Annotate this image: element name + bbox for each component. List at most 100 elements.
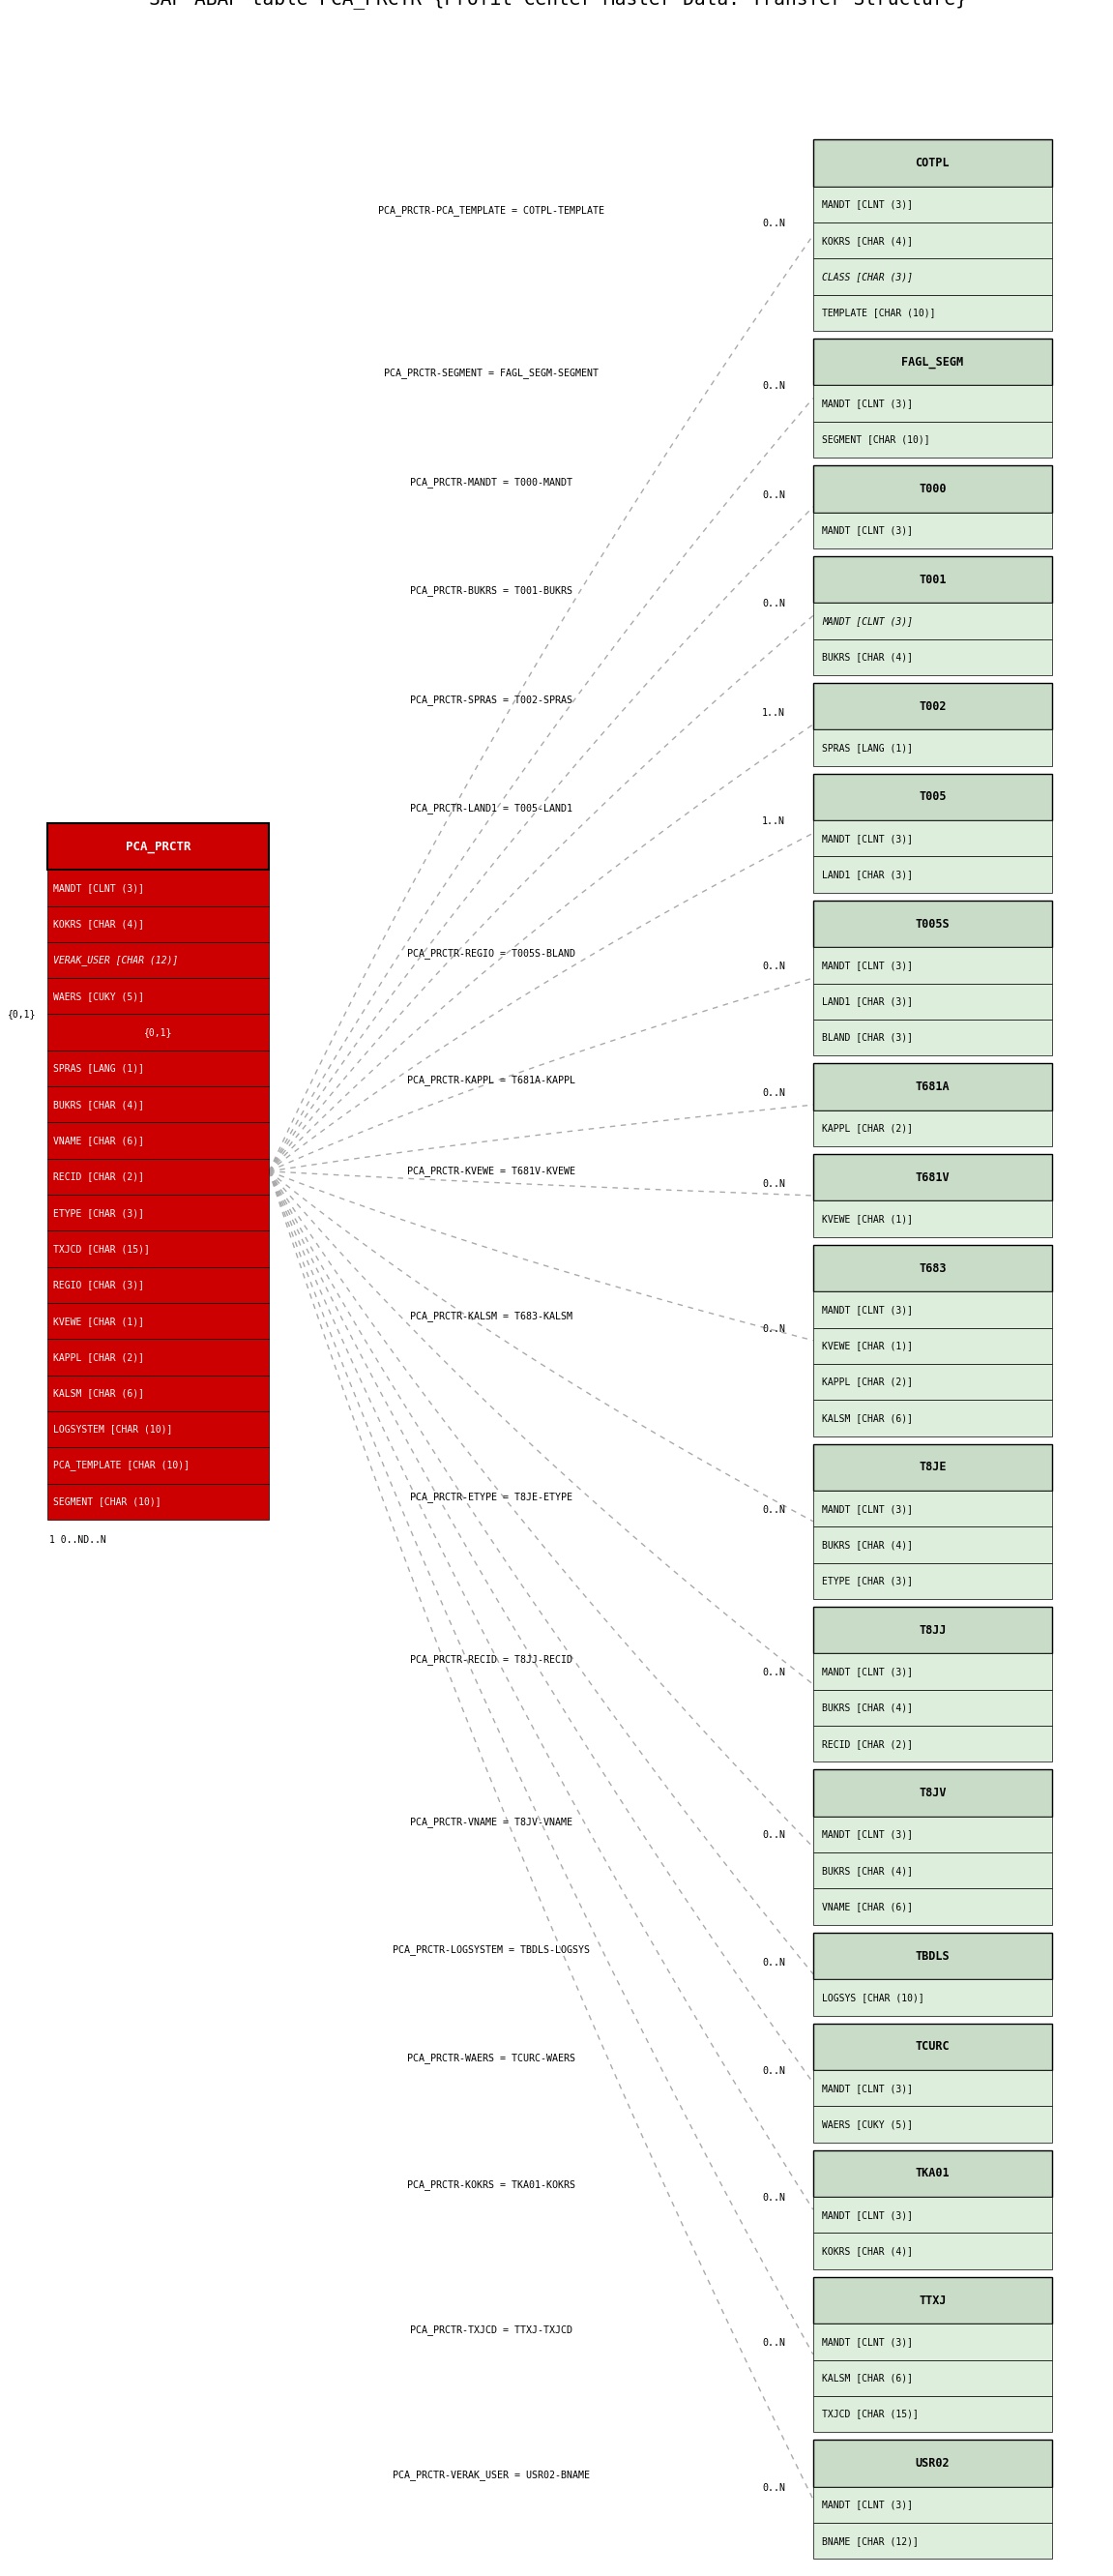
Text: SAP ABAP table PCA_PRCTR {Profit Center Master Data: Transfer Structure}: SAP ABAP table PCA_PRCTR {Profit Center … bbox=[149, 0, 967, 8]
Text: MANDT [CLNT (3)]: MANDT [CLNT (3)] bbox=[53, 884, 145, 894]
Bar bbox=[47, 943, 269, 979]
Text: 1..N: 1..N bbox=[762, 708, 786, 719]
Text: REGIO [CHAR (3)]: REGIO [CHAR (3)] bbox=[53, 1280, 145, 1291]
Text: MANDT [CLNT (3)]: MANDT [CLNT (3)] bbox=[823, 2084, 913, 2092]
Bar bbox=[47, 1412, 269, 1448]
Bar bbox=[814, 2107, 1052, 2143]
Text: SPRAS [LANG (1)]: SPRAS [LANG (1)] bbox=[823, 742, 913, 752]
Bar bbox=[47, 1340, 269, 1376]
Text: KAPPL [CHAR (2)]: KAPPL [CHAR (2)] bbox=[53, 1352, 145, 1363]
Text: SEGMENT [CHAR (10)]: SEGMENT [CHAR (10)] bbox=[53, 1497, 161, 1507]
Bar bbox=[814, 822, 1052, 858]
Text: PCA_PRCTR-MANDT = T000-MANDT: PCA_PRCTR-MANDT = T000-MANDT bbox=[410, 477, 572, 487]
Text: BUKRS [CHAR (4)]: BUKRS [CHAR (4)] bbox=[823, 1703, 913, 1713]
Text: SPRAS [LANG (1)]: SPRAS [LANG (1)] bbox=[53, 1064, 145, 1074]
Text: MANDT [CLNT (3)]: MANDT [CLNT (3)] bbox=[823, 2336, 913, 2347]
Text: WAERS [CUKY (5)]: WAERS [CUKY (5)] bbox=[823, 2120, 913, 2130]
Bar bbox=[814, 1154, 1052, 1200]
Bar bbox=[814, 1200, 1052, 1236]
Bar bbox=[47, 871, 269, 907]
Bar bbox=[814, 639, 1052, 675]
Text: PCA_PRCTR-KVEWE = T681V-KVEWE: PCA_PRCTR-KVEWE = T681V-KVEWE bbox=[407, 1164, 575, 1177]
Bar bbox=[814, 337, 1052, 386]
Text: PCA_PRCTR-KOKRS = TKA01-KOKRS: PCA_PRCTR-KOKRS = TKA01-KOKRS bbox=[407, 2179, 575, 2190]
Text: BUKRS [CHAR (4)]: BUKRS [CHAR (4)] bbox=[823, 652, 913, 662]
Text: TTXJ: TTXJ bbox=[918, 2295, 946, 2306]
Text: USR02: USR02 bbox=[915, 2458, 949, 2470]
Text: LOGSYSTEM [CHAR (10)]: LOGSYSTEM [CHAR (10)] bbox=[53, 1425, 173, 1435]
Bar bbox=[814, 2151, 1052, 2197]
Bar bbox=[814, 1244, 1052, 1291]
Text: T681A: T681A bbox=[915, 1079, 949, 1092]
Text: 1 0..ND..N: 1 0..ND..N bbox=[49, 1535, 106, 1546]
Bar bbox=[814, 422, 1052, 459]
Text: T000: T000 bbox=[918, 482, 946, 495]
Text: T8JV: T8JV bbox=[918, 1788, 946, 1801]
Text: KAPPL [CHAR (2)]: KAPPL [CHAR (2)] bbox=[823, 1378, 913, 1386]
Text: PCA_PRCTR-BUKRS = T001-BUKRS: PCA_PRCTR-BUKRS = T001-BUKRS bbox=[410, 585, 572, 595]
Text: SEGMENT [CHAR (10)]: SEGMENT [CHAR (10)] bbox=[823, 435, 930, 446]
Text: KAPPL [CHAR (2)]: KAPPL [CHAR (2)] bbox=[823, 1123, 913, 1133]
Text: 0..N: 0..N bbox=[762, 219, 786, 229]
Text: 0..N: 0..N bbox=[762, 1504, 786, 1515]
Bar bbox=[814, 948, 1052, 984]
Text: PCA_PRCTR-PCA_TEMPLATE = COTPL-TEMPLATE: PCA_PRCTR-PCA_TEMPLATE = COTPL-TEMPLATE bbox=[378, 206, 604, 216]
Text: 0..N: 0..N bbox=[762, 961, 786, 971]
Bar bbox=[814, 1654, 1052, 1690]
Text: TKA01: TKA01 bbox=[915, 2166, 949, 2179]
Bar bbox=[814, 1528, 1052, 1564]
Text: VNAME [CHAR (6)]: VNAME [CHAR (6)] bbox=[823, 1901, 913, 1911]
Bar bbox=[814, 2324, 1052, 2360]
Text: CLASS [CHAR (3)]: CLASS [CHAR (3)] bbox=[823, 273, 913, 281]
Text: 1..N: 1..N bbox=[762, 817, 786, 827]
Text: TEMPLATE [CHAR (10)]: TEMPLATE [CHAR (10)] bbox=[823, 309, 936, 317]
Bar bbox=[814, 2439, 1052, 2486]
Text: MANDT [CLNT (3)]: MANDT [CLNT (3)] bbox=[823, 2499, 913, 2509]
Bar bbox=[814, 185, 1052, 222]
Bar bbox=[814, 1064, 1052, 1110]
Text: PCA_PRCTR-REGIO = T005S-BLAND: PCA_PRCTR-REGIO = T005S-BLAND bbox=[407, 948, 575, 958]
Text: KOKRS [CHAR (4)]: KOKRS [CHAR (4)] bbox=[53, 920, 145, 930]
Text: 0..N: 0..N bbox=[762, 1180, 786, 1188]
Text: PCA_PRCTR-VERAK_USER = USR02-BNAME: PCA_PRCTR-VERAK_USER = USR02-BNAME bbox=[393, 2470, 590, 2481]
Text: {0,1}: {0,1} bbox=[8, 1010, 36, 1020]
Text: T681V: T681V bbox=[915, 1172, 949, 1185]
Bar bbox=[47, 1123, 269, 1159]
Text: KALSM [CHAR (6)]: KALSM [CHAR (6)] bbox=[53, 1388, 145, 1399]
Text: RECID [CHAR (2)]: RECID [CHAR (2)] bbox=[823, 1739, 913, 1749]
Text: 0..N: 0..N bbox=[762, 2483, 786, 2494]
Bar bbox=[814, 1770, 1052, 1816]
Bar bbox=[814, 1607, 1052, 1654]
Text: MANDT [CLNT (3)]: MANDT [CLNT (3)] bbox=[823, 1504, 913, 1515]
Bar bbox=[814, 1726, 1052, 1762]
Text: TXJCD [CHAR (15)]: TXJCD [CHAR (15)] bbox=[53, 1244, 150, 1255]
Bar bbox=[47, 1448, 269, 1484]
Text: KVEWE [CHAR (1)]: KVEWE [CHAR (1)] bbox=[823, 1213, 913, 1224]
Bar bbox=[814, 2396, 1052, 2432]
Text: FAGL_SEGM: FAGL_SEGM bbox=[902, 355, 964, 368]
Text: 0..N: 0..N bbox=[762, 1958, 786, 1968]
Bar bbox=[814, 222, 1052, 258]
Bar bbox=[814, 603, 1052, 639]
Bar bbox=[47, 979, 269, 1015]
Text: 0..N: 0..N bbox=[762, 2192, 786, 2202]
Text: 0..N: 0..N bbox=[762, 600, 786, 608]
Bar bbox=[814, 984, 1052, 1020]
Text: ETYPE [CHAR (3)]: ETYPE [CHAR (3)] bbox=[53, 1208, 145, 1218]
Text: 0..N: 0..N bbox=[762, 381, 786, 392]
Bar bbox=[814, 1888, 1052, 1924]
Text: MANDT [CLNT (3)]: MANDT [CLNT (3)] bbox=[823, 961, 913, 971]
Text: T8JE: T8JE bbox=[918, 1461, 946, 1473]
Text: PCA_PRCTR-SEGMENT = FAGL_SEGM-SEGMENT: PCA_PRCTR-SEGMENT = FAGL_SEGM-SEGMENT bbox=[384, 368, 599, 379]
Text: COTPL: COTPL bbox=[915, 157, 949, 170]
Text: ETYPE [CHAR (3)]: ETYPE [CHAR (3)] bbox=[823, 1577, 913, 1587]
Text: PCA_PRCTR-KAPPL = T681A-KAPPL: PCA_PRCTR-KAPPL = T681A-KAPPL bbox=[407, 1074, 575, 1084]
Text: BUKRS [CHAR (4)]: BUKRS [CHAR (4)] bbox=[53, 1100, 145, 1110]
Text: KVEWE [CHAR (1)]: KVEWE [CHAR (1)] bbox=[53, 1316, 145, 1327]
Text: KOKRS [CHAR (4)]: KOKRS [CHAR (4)] bbox=[823, 234, 913, 245]
Bar bbox=[47, 1303, 269, 1340]
Text: PCA_PRCTR-TXJCD = TTXJ-TXJCD: PCA_PRCTR-TXJCD = TTXJ-TXJCD bbox=[410, 2324, 572, 2334]
Text: TCURC: TCURC bbox=[915, 2040, 949, 2053]
Bar bbox=[814, 2522, 1052, 2558]
Bar bbox=[814, 1327, 1052, 1363]
